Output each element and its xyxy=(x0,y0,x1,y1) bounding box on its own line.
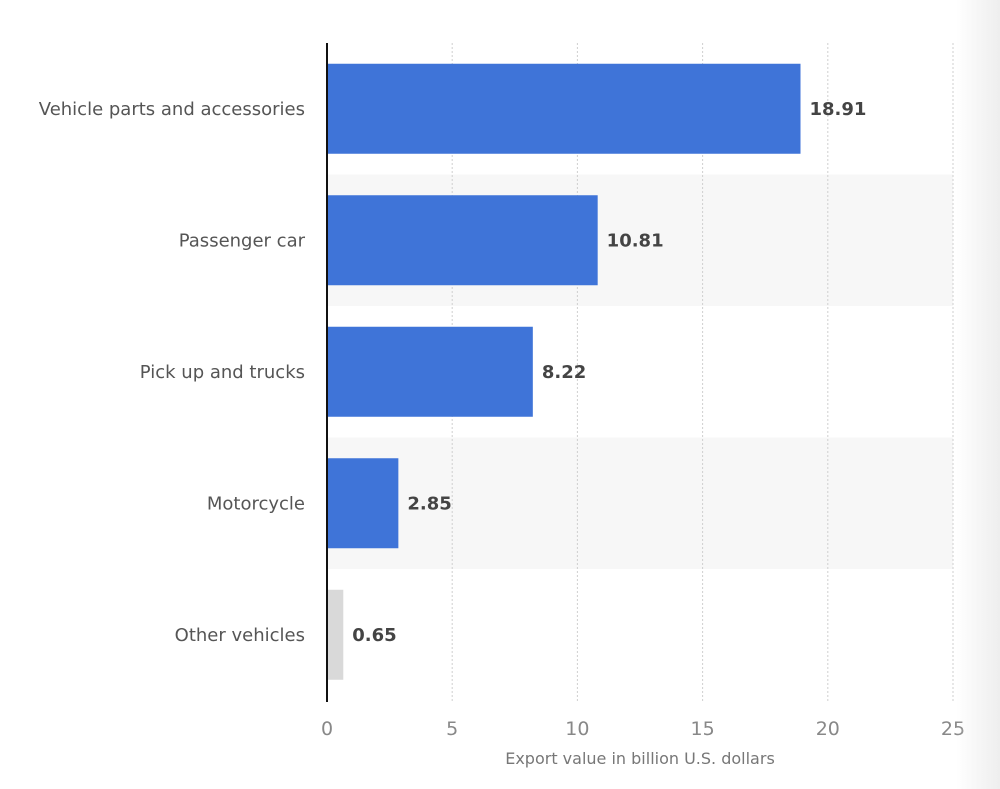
value-label: 2.85 xyxy=(407,493,451,514)
x-tick-label: 5 xyxy=(446,718,458,740)
bar[interactable] xyxy=(327,458,399,549)
x-tick-label: 15 xyxy=(691,718,715,740)
row-band xyxy=(327,437,953,569)
bar[interactable] xyxy=(327,589,344,680)
bar[interactable] xyxy=(327,63,801,154)
category-label: Motorcycle xyxy=(207,493,305,514)
category-labels: Vehicle parts and accessories Passenger c… xyxy=(39,99,306,646)
category-label: Other vehicles xyxy=(175,625,305,646)
category-label: Pick up and trucks xyxy=(140,362,305,383)
x-tick-label: 10 xyxy=(565,718,589,740)
value-label: 8.22 xyxy=(542,362,586,383)
x-tick-label: 0 xyxy=(321,718,333,740)
category-label: Passenger car xyxy=(179,230,306,251)
value-labels: 18.91 10.81 8.22 2.85 0.65 xyxy=(352,99,866,646)
value-label: 18.91 xyxy=(810,99,867,120)
x-tick-labels: 0 5 10 15 20 25 xyxy=(321,718,965,740)
bar[interactable] xyxy=(327,195,598,286)
value-label: 10.81 xyxy=(607,230,664,251)
x-axis-title: Export value in billion U.S. dollars xyxy=(505,749,775,768)
value-label: 0.65 xyxy=(352,625,396,646)
x-tick-label: 20 xyxy=(816,718,840,740)
bar[interactable] xyxy=(327,326,533,417)
category-label: Vehicle parts and accessories xyxy=(39,99,305,120)
x-tick-label: 25 xyxy=(941,718,965,740)
bars xyxy=(327,63,801,680)
